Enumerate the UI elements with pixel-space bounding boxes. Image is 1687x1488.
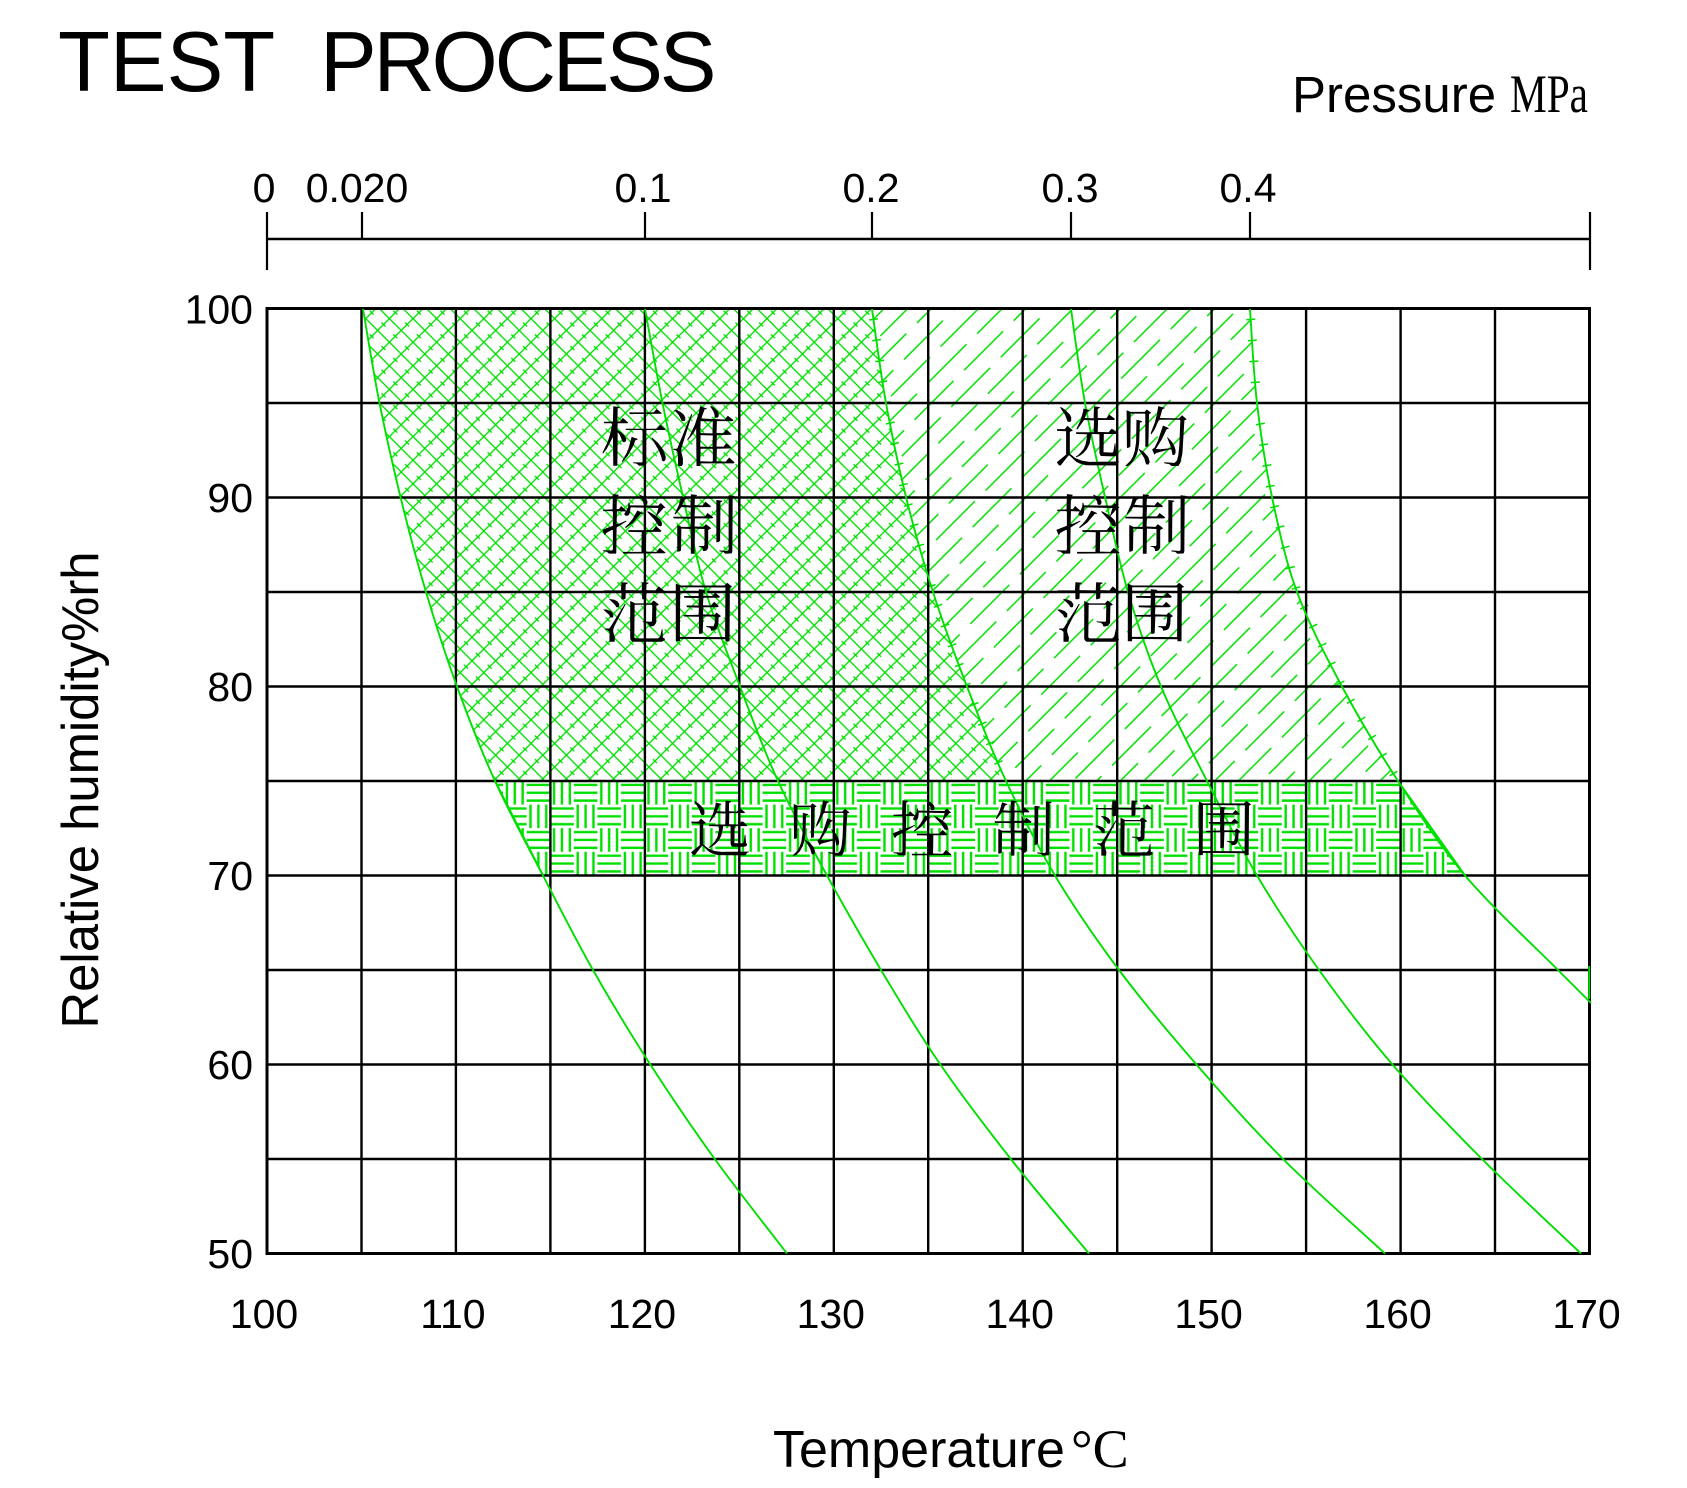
svg-text:140: 140 — [985, 1291, 1053, 1337]
svg-text:120: 120 — [608, 1291, 676, 1337]
svg-text:0.020: 0.020 — [306, 165, 409, 211]
svg-text:Temperature: Temperature — [773, 1421, 1065, 1479]
svg-text:130: 130 — [797, 1291, 865, 1337]
svg-text:50: 50 — [207, 1231, 253, 1277]
svg-text:80: 80 — [207, 664, 253, 710]
svg-text:60: 60 — [207, 1042, 253, 1088]
svg-text:0.1: 0.1 — [615, 165, 672, 211]
svg-text:0: 0 — [253, 165, 276, 211]
svg-text:0.3: 0.3 — [1042, 165, 1099, 211]
svg-text:70: 70 — [207, 853, 253, 899]
svg-text:PROCESS: PROCESS — [320, 15, 713, 110]
svg-text:150: 150 — [1174, 1291, 1242, 1337]
svg-text:0.2: 0.2 — [843, 165, 900, 211]
svg-text:90: 90 — [207, 475, 253, 521]
svg-text:100: 100 — [230, 1291, 298, 1337]
svg-text:Relative humidity%rh: Relative humidity%rh — [52, 552, 110, 1029]
svg-text:170: 170 — [1552, 1291, 1620, 1337]
svg-text:110: 110 — [420, 1291, 485, 1337]
svg-text:TEST: TEST — [58, 15, 275, 110]
svg-text:MPa: MPa — [1510, 64, 1588, 124]
svg-text:160: 160 — [1363, 1291, 1431, 1337]
svg-text:0.4: 0.4 — [1220, 165, 1277, 211]
svg-text:100: 100 — [185, 287, 253, 333]
svg-text:°C: °C — [1071, 1419, 1129, 1479]
svg-text:Pressure: Pressure — [1292, 66, 1496, 123]
